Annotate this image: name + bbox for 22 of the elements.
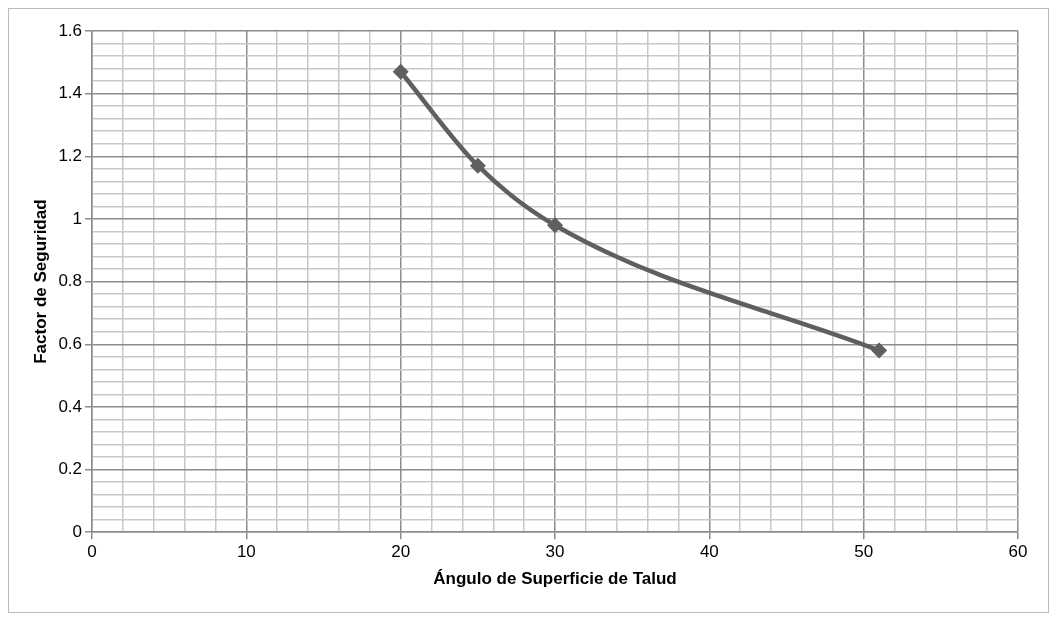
- x-tick-label: 30: [545, 542, 565, 562]
- y-tick-label: 1: [72, 208, 83, 228]
- point: [469, 157, 486, 174]
- x-tick-label: 60: [1008, 542, 1028, 562]
- x-tick-label: 20: [391, 542, 411, 562]
- y-tick-label: 0.2: [58, 459, 83, 479]
- y-tick-label: 0.8: [58, 271, 83, 291]
- x-tick-label: 10: [236, 542, 256, 562]
- point: [871, 342, 888, 359]
- x-tick-label: 40: [699, 542, 719, 562]
- point: [392, 63, 409, 80]
- y-tick-label: 0.4: [58, 396, 83, 416]
- y-tick-label: 1.4: [58, 83, 83, 103]
- y-tick-label: 1.2: [58, 145, 83, 165]
- x-tick-label: 0: [87, 542, 97, 562]
- point: [547, 217, 564, 234]
- y-tick-label: 1.6: [58, 20, 83, 40]
- x-axis-title: Ángulo de Superficie de Talud: [433, 569, 677, 589]
- y-tick-label: 0.6: [58, 333, 83, 353]
- x-tick-label: 50: [854, 542, 874, 562]
- y-tick-label: 0: [72, 521, 83, 541]
- y-axis-title: Factor de Seguridad: [30, 199, 50, 364]
